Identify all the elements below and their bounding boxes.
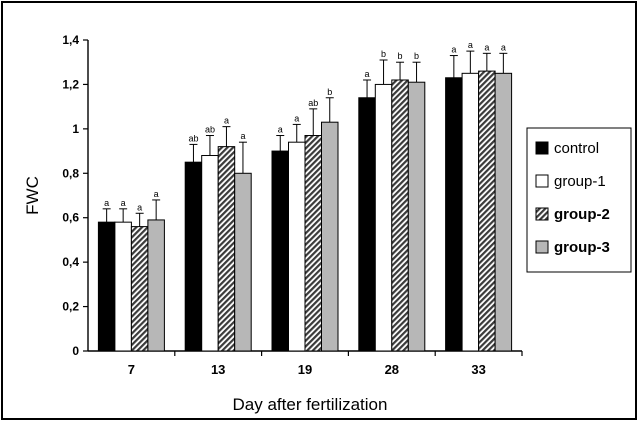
legend-label-group-3: group-3 bbox=[554, 239, 610, 256]
y-tick-label: 1,4 bbox=[62, 33, 79, 47]
legend-swatch-group-3 bbox=[535, 240, 549, 254]
bar-group-2-7 bbox=[130, 226, 149, 352]
significance-letter: b bbox=[398, 51, 403, 61]
bar-group-1-19 bbox=[288, 141, 306, 352]
significance-letter: b bbox=[381, 49, 386, 59]
significance-letter: ab bbox=[188, 133, 198, 143]
significance-letter: b bbox=[327, 87, 332, 97]
legend-swatch-group-1 bbox=[535, 174, 549, 188]
significance-letter: ab bbox=[205, 125, 215, 135]
significance-letter: a bbox=[154, 189, 159, 199]
bar-control-28 bbox=[358, 97, 376, 352]
labels: 00,20,40,60,811,21,47 13 19 28 33aabaaaaabab… bbox=[23, 33, 506, 414]
legend-label-group-1: group-1 bbox=[554, 173, 606, 190]
significance-letter: a bbox=[451, 45, 456, 55]
significance-letter: a bbox=[365, 69, 370, 79]
bar-group-2-19 bbox=[304, 135, 322, 352]
significance-letter: a bbox=[294, 113, 299, 123]
legend: control group-1 group-2 group-3 bbox=[526, 127, 632, 273]
y-tick-label: 0,4 bbox=[62, 255, 79, 269]
x-axis-title: Day after fertilization bbox=[233, 395, 388, 414]
significance-letter: a bbox=[121, 198, 126, 208]
bar-control-33 bbox=[445, 77, 463, 352]
x-tick-label: 33 bbox=[471, 362, 485, 377]
significance-letter: ab bbox=[308, 98, 318, 108]
y-tick-label: 1 bbox=[72, 122, 79, 136]
bar-control-7 bbox=[97, 221, 116, 352]
bar-group-3-33 bbox=[494, 72, 513, 352]
legend-label-group-2: group-2 bbox=[554, 206, 610, 223]
bar-group-2-13 bbox=[217, 146, 236, 352]
bar-group-2-28 bbox=[391, 79, 409, 352]
bar-group-1-28 bbox=[374, 83, 393, 352]
y-tick-label: 0,6 bbox=[62, 211, 79, 225]
bars bbox=[97, 50, 513, 352]
significance-letter: a bbox=[501, 42, 506, 52]
bar-group-3-28 bbox=[407, 81, 426, 352]
bar-group-1-13 bbox=[201, 155, 219, 352]
significance-letter: a bbox=[468, 40, 473, 50]
legend-label-control: control bbox=[554, 140, 599, 157]
legend-swatch-control bbox=[535, 141, 549, 155]
bar-group-3-19 bbox=[321, 121, 339, 352]
significance-letter: a bbox=[278, 125, 283, 135]
bar-control-19 bbox=[271, 150, 289, 352]
significance-letter: b bbox=[414, 51, 419, 61]
bar-control-13 bbox=[184, 161, 203, 352]
significance-letter: a bbox=[484, 42, 489, 52]
legend-swatch-group-2 bbox=[535, 207, 549, 221]
x-tick-label: 13 bbox=[211, 362, 225, 377]
bar-group-2-33 bbox=[478, 70, 496, 352]
x-tick-label: 28 bbox=[385, 362, 399, 377]
y-axis-title: FWC bbox=[23, 176, 42, 215]
y-tick-label: 1,2 bbox=[62, 77, 79, 91]
bar-group-3-13 bbox=[234, 172, 252, 352]
significance-letter: a bbox=[240, 131, 245, 141]
x-tick-label: 7 bbox=[128, 362, 135, 377]
x-tick-label: 19 bbox=[298, 362, 312, 377]
bar-group-3-7 bbox=[147, 219, 165, 352]
significance-letter: a bbox=[224, 116, 229, 126]
significance-letter: a bbox=[104, 198, 109, 208]
y-tick-label: 0,8 bbox=[62, 166, 79, 180]
y-tick-label: 0,2 bbox=[62, 300, 79, 314]
bar-group-1-7 bbox=[114, 221, 132, 352]
significance-letter: a bbox=[137, 202, 142, 212]
bar-group-1-33 bbox=[461, 72, 480, 352]
y-tick-label: 0 bbox=[72, 344, 79, 358]
